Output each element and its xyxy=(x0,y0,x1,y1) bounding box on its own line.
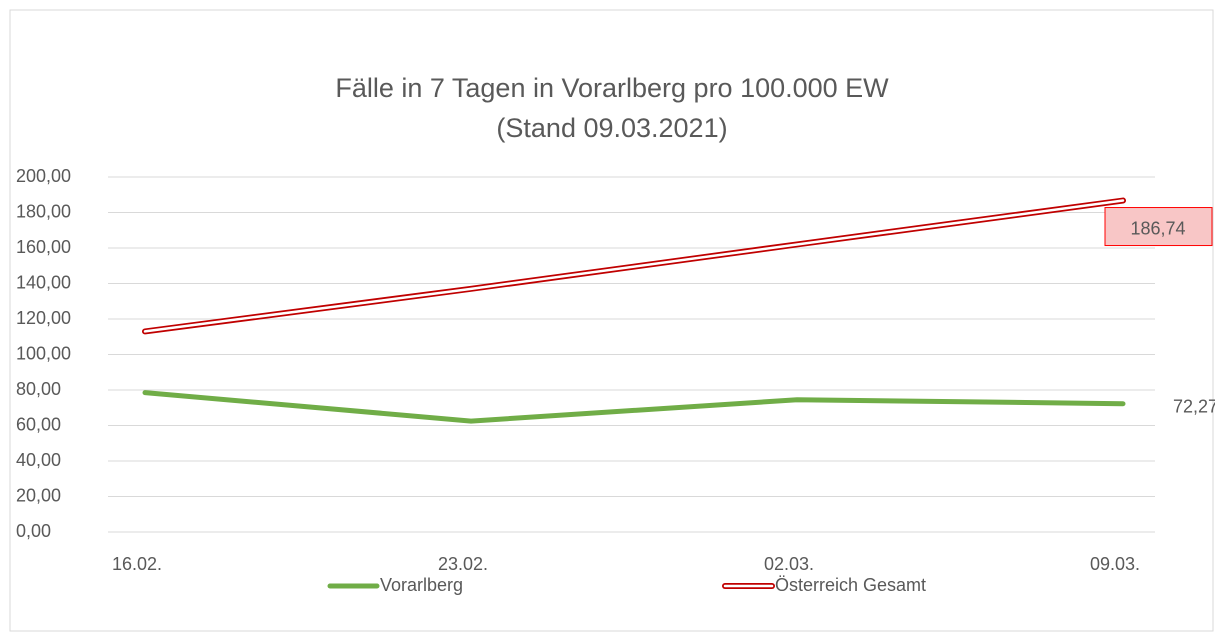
y-tick-label: 200,00 xyxy=(16,166,71,186)
series-line-inner xyxy=(143,199,1125,333)
x-tick-label: 02.03. xyxy=(764,554,814,574)
y-tick-label: 20,00 xyxy=(16,485,61,505)
series-line xyxy=(142,390,1126,424)
chart-title: Fälle in 7 Tagen in Vorarlberg pro 100.0… xyxy=(335,73,889,103)
y-tick-label: 140,00 xyxy=(16,272,71,292)
data-label: 72,27 xyxy=(1173,396,1215,416)
data-label-box xyxy=(1104,207,1213,247)
y-tick-label: 100,00 xyxy=(16,343,71,363)
data-label: 186,74 xyxy=(1130,218,1185,238)
x-tick-label: 09.03. xyxy=(1090,554,1140,574)
x-tick-label: 23.02. xyxy=(438,554,488,574)
y-tick-label: 180,00 xyxy=(16,201,71,221)
y-tick-label: 60,00 xyxy=(16,414,61,434)
y-tick-label: 0,00 xyxy=(16,521,51,541)
y-tick-label: 160,00 xyxy=(16,237,71,257)
y-tick-label: 120,00 xyxy=(16,308,71,328)
chart-subtitle: (Stand 09.03.2021) xyxy=(496,113,727,143)
legend-label: Österreich Gesamt xyxy=(775,575,926,595)
chart-border xyxy=(9,9,1214,632)
y-tick-label: 40,00 xyxy=(16,450,61,470)
y-tick-label: 80,00 xyxy=(16,379,61,399)
x-tick-label: 16.02. xyxy=(112,554,162,574)
legend-label: Vorarlberg xyxy=(380,575,463,595)
